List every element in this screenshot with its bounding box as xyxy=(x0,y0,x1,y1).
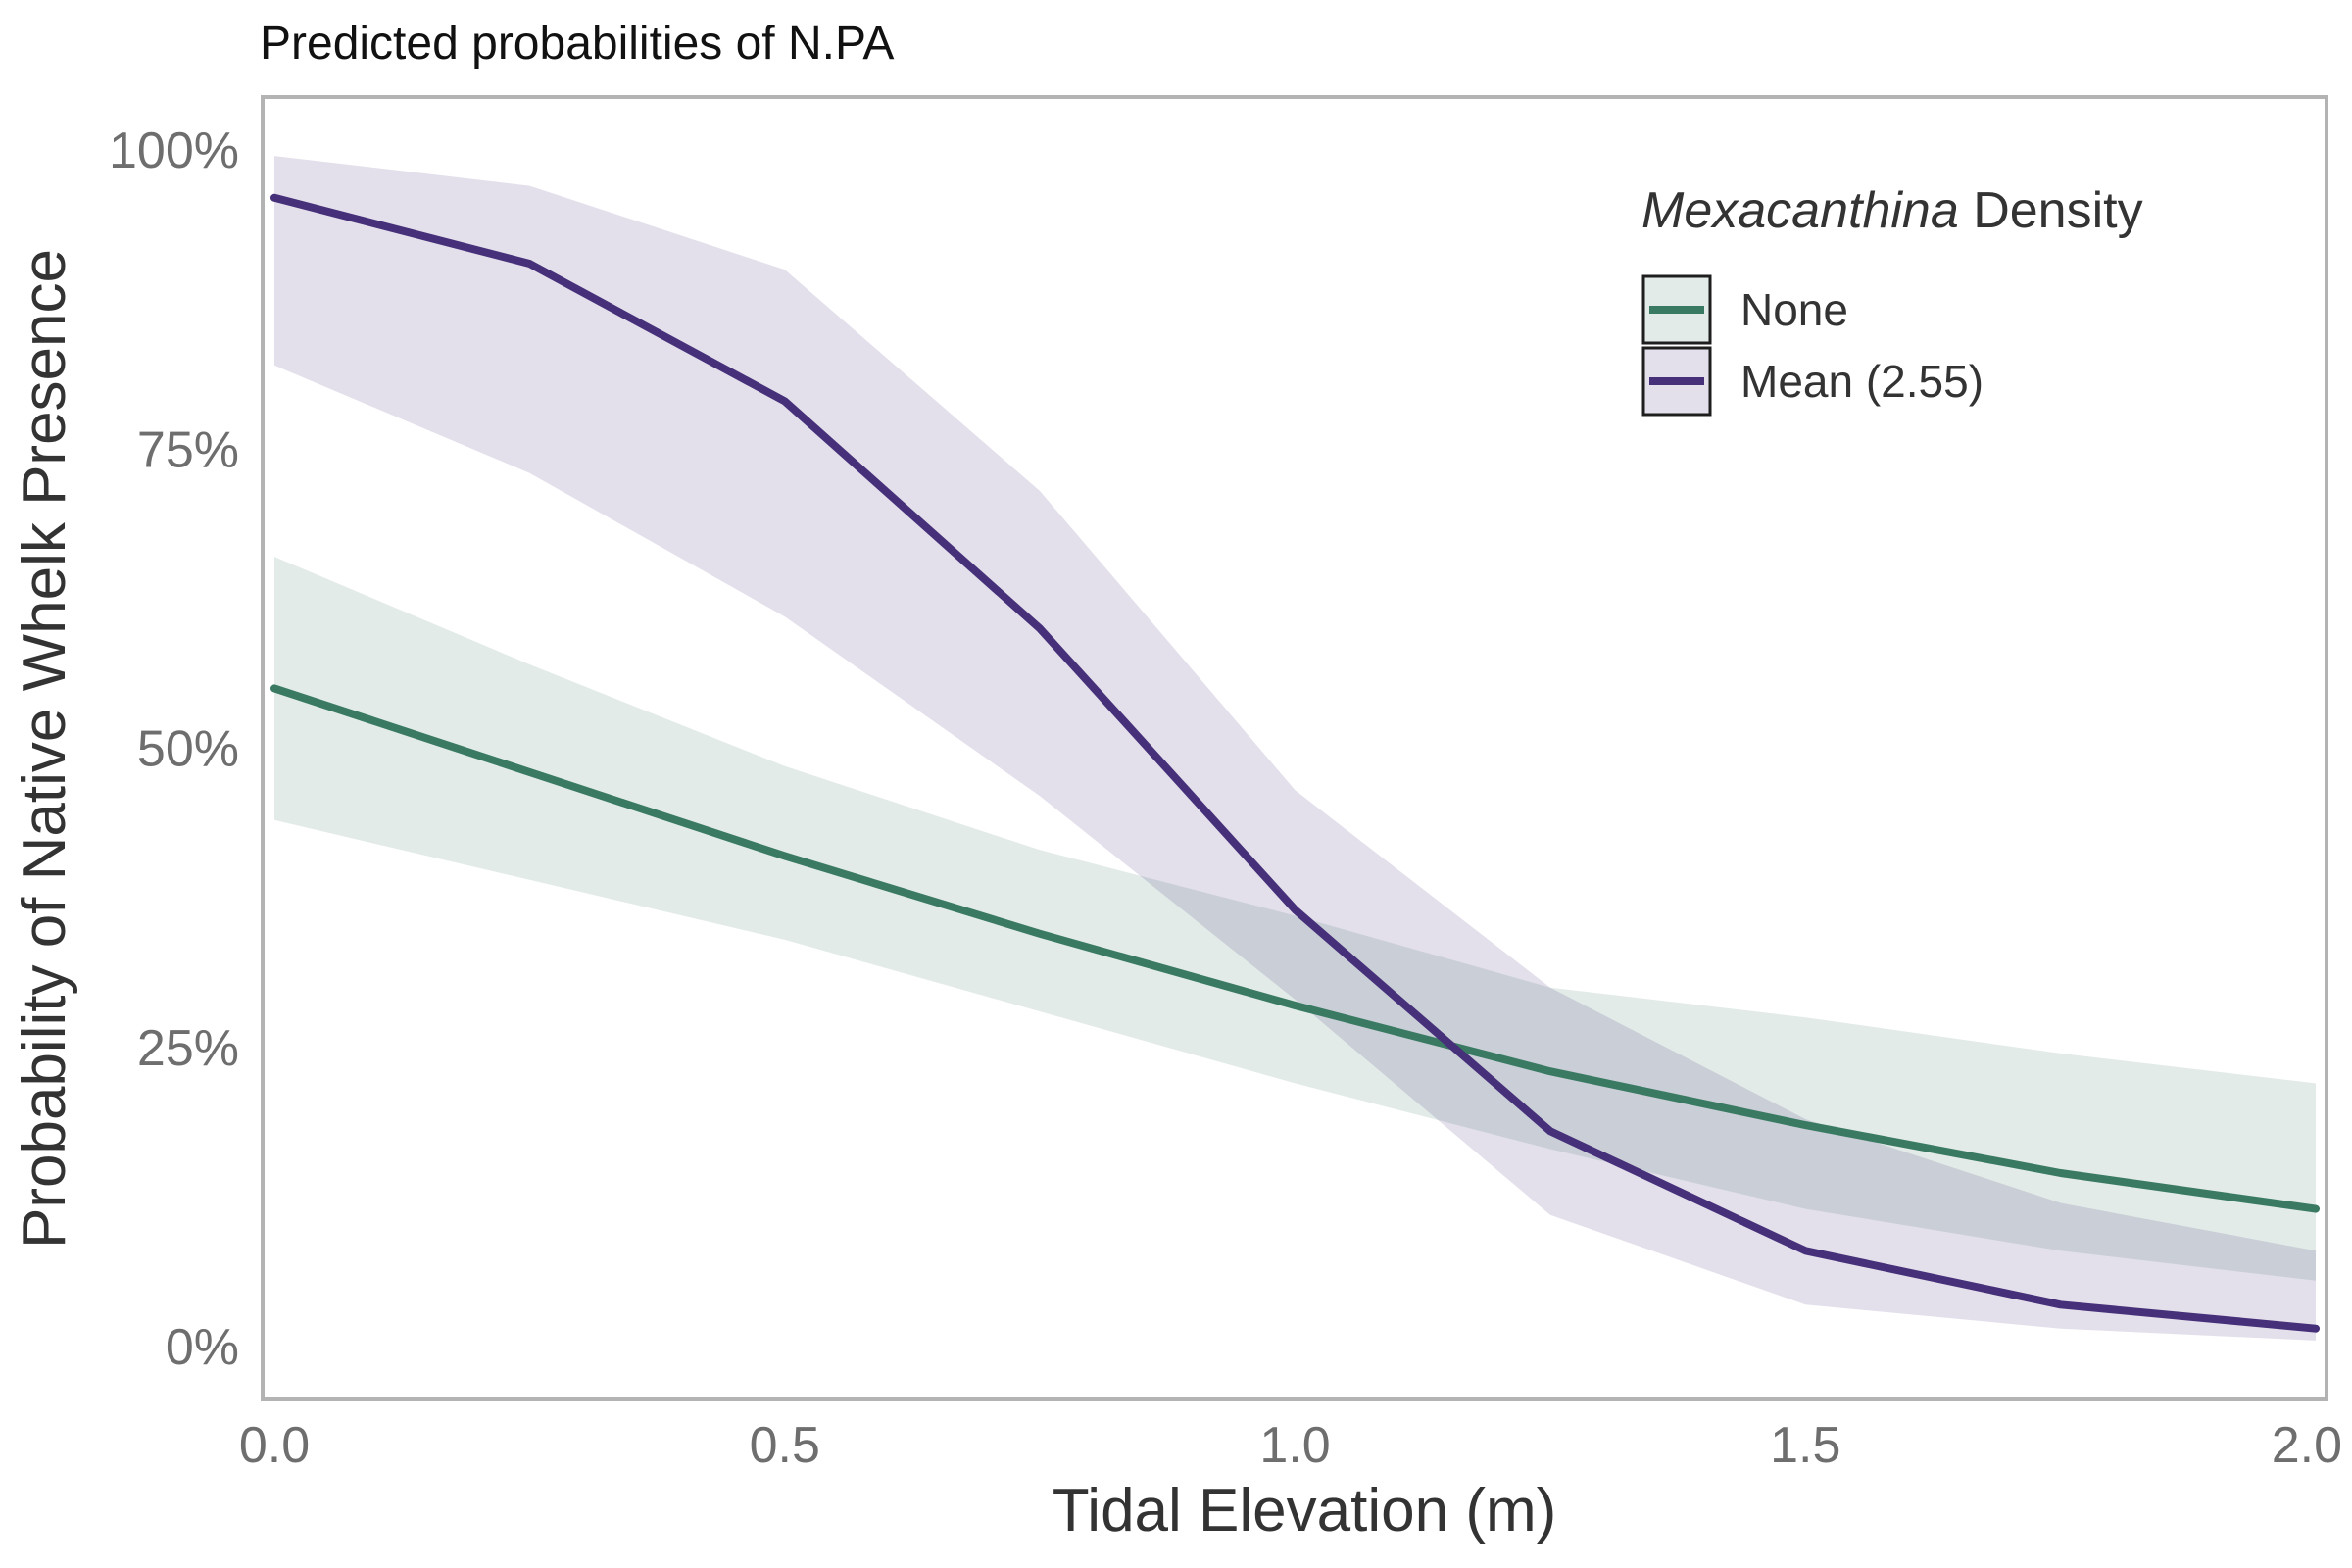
confidence-band-mean-2-55 xyxy=(274,156,2316,1341)
legend-item-mean-2-55: Mean (2.55) xyxy=(1642,346,1984,416)
y-tick-label: 50% xyxy=(137,721,239,778)
y-tick-label: 75% xyxy=(137,421,239,478)
confidence-band-none xyxy=(274,557,2316,1281)
legend-title-rest: Density xyxy=(1959,182,2143,239)
x-axis-title: Tidal Elevation (m) xyxy=(1053,1477,1557,1544)
chart-title: Predicted probabilities of N.PA xyxy=(260,18,894,70)
x-tick-label: 2.0 xyxy=(2272,1417,2342,1474)
legend-label-none: None xyxy=(1740,284,1848,335)
legend-items: None Mean (2.55) xyxy=(1642,274,1984,416)
series-line-mean-2-55 xyxy=(270,193,2320,1333)
y-axis-title: Probability of Native Whelk Presence xyxy=(11,249,78,1249)
legend: Mexacanthina Density None Mean (2.55) xyxy=(1642,182,2143,416)
y-axis-ticks: 0% 25% 50% 75% 100% xyxy=(109,122,239,1376)
x-tick-label: 0.0 xyxy=(239,1417,310,1474)
y-tick-label: 25% xyxy=(137,1020,239,1077)
plot-panel-border xyxy=(261,95,2328,1401)
legend-label-mean-2-55: Mean (2.55) xyxy=(1740,356,1984,407)
x-tick-label: 0.5 xyxy=(750,1417,820,1474)
x-axis-ticks: 0.0 0.5 1.0 1.5 2.0 xyxy=(239,1417,2342,1474)
legend-item-none: None xyxy=(1642,274,1848,345)
x-tick-label: 1.5 xyxy=(1770,1417,1840,1474)
y-tick-label: 0% xyxy=(166,1319,239,1376)
legend-title: Mexacanthina Density xyxy=(1642,182,2143,239)
series-lines xyxy=(270,193,2320,1333)
x-tick-label: 1.0 xyxy=(1259,1417,1330,1474)
series-line-none xyxy=(270,684,2320,1213)
legend-title-italic: Mexacanthina xyxy=(1642,182,1959,239)
y-tick-label: 100% xyxy=(109,122,239,179)
confidence-bands xyxy=(274,156,2316,1341)
